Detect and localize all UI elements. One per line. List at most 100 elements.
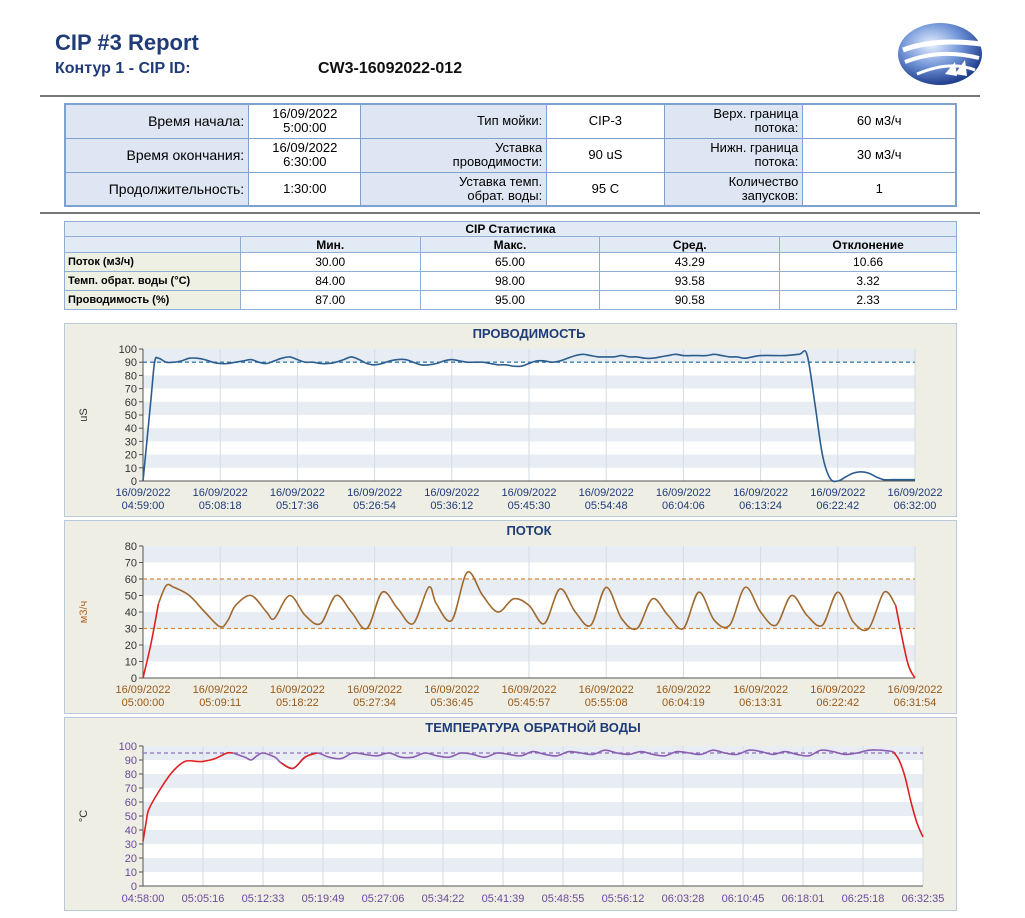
- data-point: [832, 751, 833, 752]
- data-point: [532, 751, 533, 752]
- y-tick-label: 100: [119, 741, 137, 753]
- data-point: [467, 362, 468, 363]
- data-point: [227, 363, 228, 364]
- y-tick-label: 10: [125, 867, 137, 879]
- data-point: [374, 364, 375, 365]
- data-point: [559, 588, 560, 589]
- data-point: [528, 363, 529, 364]
- y-tick-label: 30: [125, 436, 137, 448]
- x-tick-time: 05:19:49: [302, 893, 345, 905]
- data-point: [853, 621, 854, 622]
- data-point: [312, 362, 313, 363]
- data-point: [664, 755, 665, 756]
- stats-cell: 93.58: [599, 271, 781, 291]
- data-point: [397, 359, 398, 360]
- data-point: [189, 595, 190, 596]
- data-point: [436, 363, 437, 364]
- x-tick-time: 05:36:45: [430, 697, 473, 709]
- data-point: [729, 625, 730, 626]
- x-tick-date: 16/09/2022: [733, 684, 788, 696]
- stats-cell: 10.66: [779, 252, 957, 272]
- x-tick-time: 06:31:54: [894, 697, 937, 709]
- data-point: [244, 757, 245, 758]
- data-point: [604, 750, 605, 751]
- data-point: [328, 363, 329, 364]
- y-tick-label: 0: [131, 476, 137, 488]
- data-point: [258, 362, 259, 363]
- y-tick-label: 10: [125, 463, 137, 475]
- data-point: [907, 661, 908, 662]
- data-point: [652, 358, 653, 359]
- data-point: [150, 644, 151, 645]
- x-tick-date: 16/09/2022: [810, 487, 865, 499]
- data-point: [876, 476, 877, 477]
- data-point: [289, 595, 290, 596]
- data-point: [891, 479, 892, 480]
- series-line: [142, 349, 915, 483]
- info-label: Нижн. граница потока:: [663, 137, 804, 173]
- data-point: [675, 354, 676, 355]
- data-point: [376, 755, 377, 756]
- data-point: [428, 364, 429, 365]
- data-point: [660, 356, 661, 357]
- x-tick-time: 05:48:55: [542, 893, 585, 905]
- x-tick-time: 05:55:08: [585, 697, 628, 709]
- data-point: [844, 754, 845, 755]
- x-tick-time: 05:05:16: [182, 893, 225, 905]
- x-tick-date: 16/09/2022: [270, 684, 325, 696]
- data-point: [436, 755, 437, 756]
- x-tick-time: 06:13:24: [739, 500, 782, 512]
- data-point: [559, 360, 560, 361]
- data-point: [413, 623, 414, 624]
- data-point: [621, 355, 622, 356]
- data-point: [181, 360, 182, 361]
- data-point: [628, 754, 629, 755]
- data-point: [868, 473, 869, 474]
- data-point: [745, 587, 746, 588]
- data-point: [400, 757, 401, 758]
- x-tick-date: 16/09/2022: [733, 487, 788, 499]
- info-label: Продолжительность:: [64, 171, 250, 207]
- data-point: [351, 611, 352, 612]
- data-point: [148, 808, 149, 809]
- info-row: Продолжительность: 1:30:00 Уставка темп. об…: [64, 171, 957, 207]
- data-point: [568, 751, 569, 752]
- data-point: [806, 615, 807, 616]
- data-point: [745, 358, 746, 359]
- info-value: 16/09/2022 6:30:00: [248, 137, 362, 173]
- data-point: [613, 356, 614, 357]
- x-tick-time: 05:08:18: [199, 500, 242, 512]
- data-point: [544, 360, 545, 361]
- data-point: [359, 359, 360, 360]
- data-point: [142, 480, 143, 481]
- info-divider: [40, 212, 980, 214]
- data-point: [808, 755, 809, 756]
- y-tick-label: 30: [125, 624, 137, 636]
- data-point: [892, 751, 893, 752]
- stats-row-label: Проводимость (%): [64, 290, 241, 310]
- data-point: [772, 754, 773, 755]
- x-tick-date: 16/09/2022: [424, 487, 479, 499]
- x-tick-time: 06:32:00: [894, 500, 937, 512]
- table-row: Темп. обрат. воды (°C) 84.00 98.00 93.58 3.3…: [64, 271, 957, 291]
- data-point: [382, 592, 383, 593]
- data-point: [158, 603, 159, 604]
- data-point: [806, 354, 807, 355]
- info-value: 30 м3/ч: [802, 137, 957, 173]
- info-value: CIP-3: [546, 103, 665, 139]
- info-label: Время окончания:: [64, 137, 250, 173]
- stats-row-label: Поток (м3/ч): [64, 252, 241, 272]
- stats-cell: 90.58: [599, 290, 781, 310]
- data-point: [667, 355, 668, 356]
- info-row: Время начала: 16/09/2022 5:00:00 Тип мойки:…: [64, 103, 957, 139]
- x-tick-date: 16/09/2022: [656, 487, 711, 499]
- data-point: [364, 754, 365, 755]
- data-point: [760, 611, 761, 612]
- data-point: [413, 362, 414, 363]
- data-point: [544, 623, 545, 624]
- data-point: [226, 752, 227, 753]
- data-point: [220, 626, 221, 627]
- flow-chart: ПОТОК 0 10 20 30 40 50 60 70 80 м3/ч 16/09/2022 05:0…: [64, 520, 957, 714]
- data-point: [868, 750, 869, 751]
- data-point: [853, 473, 854, 474]
